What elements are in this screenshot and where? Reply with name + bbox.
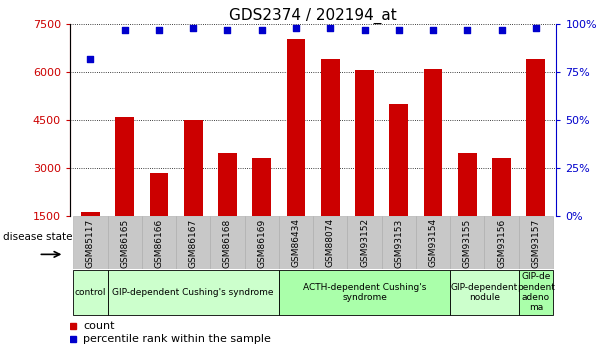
Point <box>360 27 370 33</box>
Point <box>154 27 164 33</box>
Text: GSM93155: GSM93155 <box>463 218 472 268</box>
Text: disease state: disease state <box>4 233 73 242</box>
Text: GSM93157: GSM93157 <box>531 218 541 268</box>
Point <box>394 27 404 33</box>
Text: percentile rank within the sample: percentile rank within the sample <box>83 334 271 344</box>
Bar <box>210 216 244 269</box>
Bar <box>74 270 108 315</box>
Bar <box>382 216 416 269</box>
Bar <box>252 158 271 216</box>
Bar <box>416 216 450 269</box>
Point <box>120 27 130 33</box>
Point <box>463 27 472 33</box>
Point <box>257 27 266 33</box>
Bar <box>313 216 347 269</box>
Text: GIP-de
pendent
adeno
ma: GIP-de pendent adeno ma <box>517 272 554 313</box>
Text: GSM93156: GSM93156 <box>497 218 506 268</box>
Text: ACTH-dependent Cushing's
syndrome: ACTH-dependent Cushing's syndrome <box>303 283 426 302</box>
Bar <box>321 59 340 216</box>
Point <box>428 27 438 33</box>
Text: GSM93154: GSM93154 <box>429 218 438 267</box>
Bar <box>485 216 519 269</box>
Bar <box>279 270 450 315</box>
Point <box>325 25 335 31</box>
Bar <box>519 216 553 269</box>
Bar <box>218 154 237 216</box>
Bar <box>355 70 374 216</box>
Bar <box>244 216 279 269</box>
Bar <box>527 59 545 216</box>
Bar <box>450 216 485 269</box>
Bar <box>150 172 168 216</box>
Point <box>188 25 198 31</box>
Text: GSM85117: GSM85117 <box>86 218 95 268</box>
Bar <box>347 216 382 269</box>
Bar <box>81 213 100 216</box>
Text: GSM86434: GSM86434 <box>291 218 300 267</box>
Text: count: count <box>83 321 114 331</box>
Bar <box>286 39 305 216</box>
Bar <box>184 120 202 216</box>
Bar <box>116 117 134 216</box>
Bar <box>424 69 443 216</box>
Bar <box>279 216 313 269</box>
Text: GSM86168: GSM86168 <box>223 218 232 268</box>
Point <box>531 25 541 31</box>
Bar <box>389 104 408 216</box>
Bar <box>74 216 108 269</box>
Bar <box>458 154 477 216</box>
Text: GIP-dependent
nodule: GIP-dependent nodule <box>451 283 518 302</box>
Point <box>291 25 301 31</box>
Bar <box>519 270 553 315</box>
Bar <box>492 158 511 216</box>
Point <box>223 27 232 33</box>
Text: GSM93153: GSM93153 <box>394 218 403 268</box>
Text: GSM93152: GSM93152 <box>360 218 369 267</box>
Text: GSM86169: GSM86169 <box>257 218 266 268</box>
Bar <box>108 270 279 315</box>
Bar <box>176 216 210 269</box>
Text: control: control <box>75 288 106 297</box>
Text: GSM86166: GSM86166 <box>154 218 164 268</box>
Point <box>497 27 506 33</box>
Text: GSM86165: GSM86165 <box>120 218 130 268</box>
Text: GSM86167: GSM86167 <box>188 218 198 268</box>
Point <box>86 56 95 61</box>
Text: GSM88074: GSM88074 <box>326 218 335 267</box>
Bar <box>450 270 519 315</box>
Text: GIP-dependent Cushing's syndrome: GIP-dependent Cushing's syndrome <box>112 288 274 297</box>
Bar <box>142 216 176 269</box>
Title: GDS2374 / 202194_at: GDS2374 / 202194_at <box>229 8 397 24</box>
Bar <box>108 216 142 269</box>
